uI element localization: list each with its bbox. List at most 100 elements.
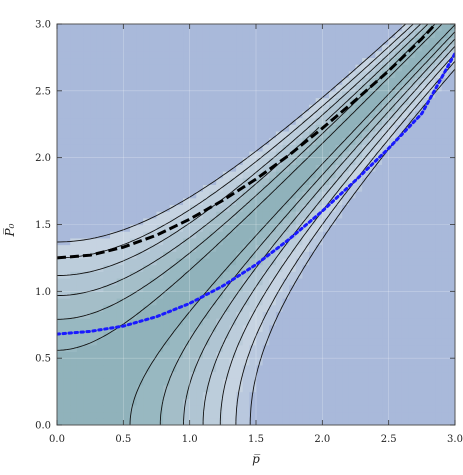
contour-cell: [209, 50, 217, 59]
contour-cell: [189, 217, 197, 226]
contour-cell: [136, 344, 144, 353]
contour-cell: [83, 418, 91, 425]
contour-cell: [183, 237, 191, 246]
contour-cell: [76, 44, 85, 52]
contour-cell: [322, 50, 330, 59]
contour-cell: [110, 144, 118, 152]
contour-cell: [256, 384, 264, 393]
contour-cell: [441, 137, 449, 145]
contour-cell: [70, 37, 78, 45]
contour-cell: [169, 171, 177, 179]
contour-cell: [176, 324, 184, 333]
contour-cell: [123, 358, 131, 366]
contour-cell: [116, 264, 124, 272]
contour-cell: [156, 244, 164, 252]
contour-cell: [202, 197, 211, 206]
contour-cell: [242, 144, 250, 152]
contour-cell: [289, 398, 297, 406]
contour-cell: [335, 257, 343, 266]
contour-cell: [435, 137, 443, 145]
contour-cell: [269, 24, 277, 32]
contour-cell: [70, 84, 78, 92]
contour-cell: [249, 117, 257, 125]
contour-cell: [275, 257, 284, 266]
contour-cell: [302, 371, 310, 379]
contour-cell: [328, 64, 337, 72]
contour-cell: [335, 204, 343, 212]
contour-cell: [335, 411, 343, 419]
contour-cell: [335, 244, 343, 252]
contour-cell: [129, 284, 138, 292]
contour-cell: [448, 391, 455, 399]
contour-cell: [63, 117, 71, 125]
contour-cell: [202, 124, 211, 132]
contour-cell: [103, 137, 111, 145]
contour-cell: [176, 231, 184, 239]
contour-cell: [335, 90, 343, 99]
contour-cell: [169, 184, 177, 192]
contour-cell: [435, 191, 443, 199]
contour-cell: [415, 144, 423, 152]
contour-cell: [123, 57, 131, 65]
contour-cell: [322, 244, 330, 252]
contour-cell: [382, 277, 390, 286]
contour-cell: [289, 298, 297, 306]
contour-cell: [448, 257, 455, 266]
contour-cell: [375, 77, 383, 85]
contour-cell: [183, 398, 191, 406]
contour-cell: [322, 391, 330, 399]
contour-cell: [110, 177, 118, 185]
contour-cell: [302, 77, 310, 85]
contour-cell: [83, 264, 91, 272]
contour-cell: [309, 217, 317, 226]
contour-cell: [415, 304, 423, 312]
contour-cell: [189, 204, 197, 212]
contour-cell: [315, 264, 323, 272]
contour-cell: [202, 237, 211, 246]
contour-cell: [282, 30, 290, 38]
contour-cell: [249, 364, 257, 373]
contour-cell: [408, 57, 416, 65]
contour-cell: [163, 217, 171, 226]
contour-cell: [289, 124, 297, 132]
contour-cell: [103, 37, 111, 45]
contour-cell: [136, 257, 144, 266]
contour-cell: [103, 244, 111, 252]
contour-cell: [156, 84, 164, 92]
contour-cell: [176, 44, 184, 52]
contour-cell: [242, 251, 250, 259]
contour-cell: [362, 70, 370, 79]
contour-cell: [309, 331, 317, 339]
contour-cell: [183, 211, 191, 219]
contour-cell: [222, 411, 231, 419]
contour-cell: [96, 391, 105, 399]
contour-cell: [76, 211, 85, 219]
contour-cell: [282, 191, 290, 199]
contour-cell: [269, 324, 277, 333]
contour-cell: [415, 64, 423, 72]
contour-cell: [242, 411, 250, 419]
contour-cell: [448, 90, 455, 99]
contour-cell: [136, 418, 144, 425]
contour-cell: [262, 411, 270, 419]
contour-cell: [242, 211, 250, 219]
contour-cell: [143, 404, 151, 413]
contour-cell: [96, 104, 105, 112]
contour-cell: [401, 144, 410, 152]
contour-cell: [103, 204, 111, 212]
contour-cell: [169, 338, 177, 346]
contour-cell: [295, 97, 304, 105]
contour-cell: [375, 164, 383, 172]
contour-cell: [428, 404, 436, 413]
contour-cell: [355, 211, 363, 219]
contour-cell: [348, 251, 357, 259]
contour-cell: [103, 57, 111, 65]
contour-cell: [222, 418, 231, 425]
contour-cell: [169, 318, 177, 326]
contour-cell: [295, 411, 304, 419]
contour-cell: [176, 211, 184, 219]
contour-cell: [375, 251, 383, 259]
contour-cell: [401, 177, 410, 185]
contour-cell: [342, 324, 350, 333]
contour-cell: [302, 70, 310, 79]
